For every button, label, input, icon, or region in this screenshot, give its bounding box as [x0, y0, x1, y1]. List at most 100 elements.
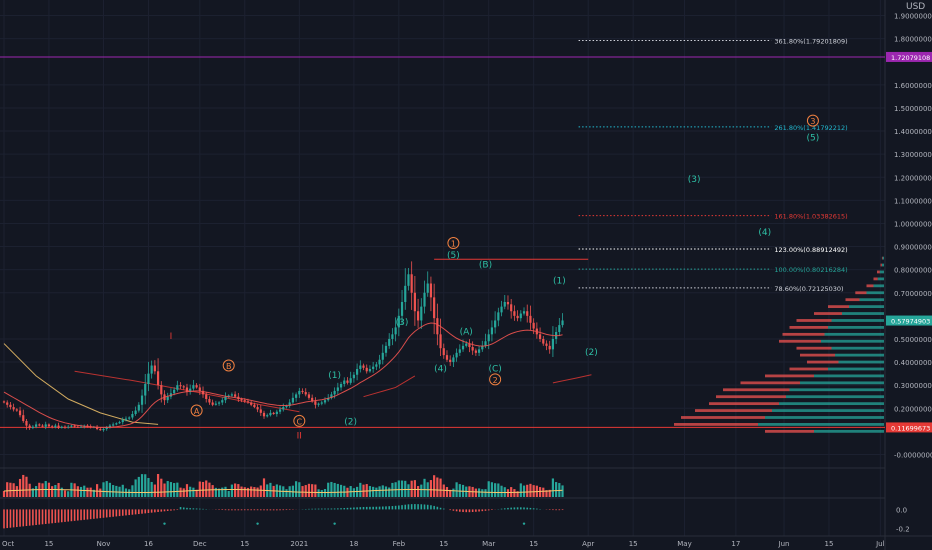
- volume-average-line: [3, 488, 563, 494]
- price-tag-label: 0.11699673: [891, 424, 930, 432]
- volume-bar: [516, 491, 519, 497]
- volume-bar: [112, 485, 115, 497]
- candle-body: [365, 367, 368, 372]
- volume-bar: [22, 474, 25, 497]
- candle-body: [256, 407, 259, 410]
- wave-label: II: [297, 431, 302, 441]
- volume-bar: [436, 477, 439, 497]
- volume-bar: [311, 484, 314, 497]
- volume-profile-bar: [782, 332, 825, 336]
- volume-profile-bar: [842, 312, 884, 315]
- price-axis-label: 0.20000000: [894, 405, 932, 413]
- volume-bar: [327, 482, 330, 497]
- volume-bar: [433, 475, 436, 497]
- candle-body: [205, 394, 208, 400]
- wave-label-circle: [806, 114, 819, 127]
- volume-bar: [272, 485, 275, 497]
- volume-bar: [413, 480, 416, 497]
- volume-profile-bar: [800, 353, 835, 357]
- wave-label-circle: [190, 404, 203, 417]
- wave-label: 2: [493, 376, 498, 385]
- candle-body: [189, 388, 192, 393]
- volume-bar: [375, 487, 378, 497]
- volume-bar: [169, 482, 173, 497]
- fib-extension: 361.80%(1.79201809) 261.80%(1.41792212) 16…: [578, 37, 848, 293]
- candle-body: [506, 301, 510, 305]
- trend-arc: [363, 375, 416, 398]
- wave-label: 3: [810, 117, 815, 126]
- wave-label-circle: [447, 237, 460, 250]
- volume-profile-bar: [828, 305, 849, 309]
- volume-bar: [307, 483, 311, 497]
- volume-bar: [137, 476, 140, 497]
- candle-body: [144, 383, 147, 396]
- candles: [2, 261, 564, 432]
- volume-bar: [179, 487, 182, 497]
- volume-profile-bar: [695, 409, 772, 412]
- candle-body: [269, 412, 272, 416]
- volume-profile-bar: [879, 270, 884, 274]
- candle-body: [166, 396, 169, 401]
- candle-body: [471, 347, 474, 351]
- volume-profile-bar: [765, 416, 884, 419]
- volume-bar: [513, 489, 516, 497]
- volume-bar: [182, 488, 185, 497]
- volume-bar: [372, 486, 375, 497]
- candle-body: [400, 301, 404, 316]
- volume-profile-bar: [807, 360, 839, 364]
- volume-bar: [51, 486, 54, 497]
- volume-bar: [343, 485, 346, 497]
- time-axis-label: 15: [529, 540, 538, 548]
- candle-body: [388, 338, 391, 346]
- volume-bar: [397, 480, 400, 497]
- candle-body: [2, 401, 6, 403]
- time-axis-label: 15: [629, 540, 638, 548]
- volume-profile-bar: [796, 319, 832, 322]
- volume-profile-bar: [873, 277, 878, 281]
- candle-body: [330, 394, 333, 398]
- volume-bar: [86, 487, 89, 497]
- candle-body: [246, 401, 250, 403]
- volume-bar: [63, 490, 67, 497]
- volume-profile-bar: [835, 353, 884, 357]
- volume-bar: [9, 482, 12, 497]
- volume-bar: [134, 479, 137, 497]
- volume-bar: [323, 489, 327, 497]
- candle-body: [137, 404, 140, 411]
- volume-bar: [551, 478, 555, 497]
- volume-bar: [388, 487, 391, 497]
- volume-bar: [83, 485, 86, 497]
- candle-body: [38, 424, 41, 426]
- volume-profile-bar: [838, 360, 884, 364]
- volume-bar: [153, 484, 156, 497]
- volume-bar: [317, 489, 320, 497]
- volume-bar: [221, 487, 224, 497]
- candle-body: [327, 397, 330, 401]
- volume-bar: [60, 487, 63, 497]
- volume-bar: [336, 483, 339, 497]
- volume-bar: [500, 485, 503, 497]
- candle-body: [407, 274, 410, 286]
- candle-body: [494, 320, 497, 328]
- volume-bar: [150, 481, 153, 497]
- candle-body: [41, 425, 44, 427]
- candle-body: [105, 427, 108, 430]
- volume-profile-bar: [814, 374, 884, 378]
- candle-body: [452, 357, 455, 363]
- volume-bar: [234, 483, 237, 497]
- fib-level-label: 261.80%(1.41792212): [774, 124, 847, 132]
- candle-body: [410, 274, 413, 293]
- candle-body: [86, 425, 89, 427]
- candle-body: [147, 373, 150, 384]
- candle-body: [346, 380, 349, 383]
- volume-bar: [455, 482, 458, 497]
- fib-level-label: 78.60%(0.72125030): [774, 285, 843, 293]
- candle-body: [307, 394, 311, 398]
- volume-bar: [295, 481, 298, 497]
- candle-body: [487, 334, 490, 342]
- volume-profile-bar: [786, 395, 884, 399]
